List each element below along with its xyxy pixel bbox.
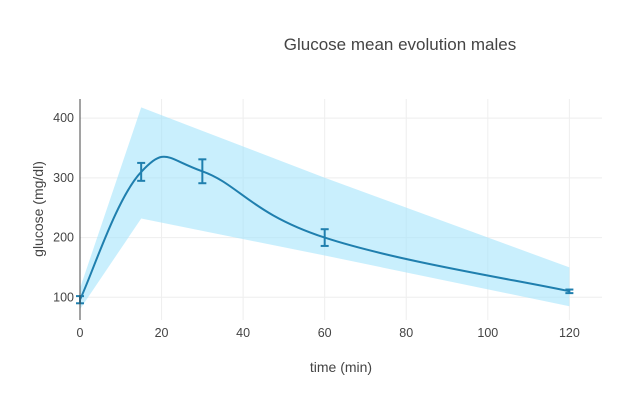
axes: 0 20 40 60 80 100 120 100 200 300 400 bbox=[53, 99, 580, 340]
y-tick-label: 400 bbox=[53, 111, 74, 125]
y-tick-label: 300 bbox=[53, 171, 74, 185]
chart-title: Glucose mean evolution males bbox=[284, 35, 516, 54]
x-tick-label: 40 bbox=[236, 326, 250, 340]
x-tick-label: 20 bbox=[155, 326, 169, 340]
y-tick-label: 200 bbox=[53, 231, 74, 245]
x-tick-label: 60 bbox=[318, 326, 332, 340]
confidence-band-layer bbox=[80, 107, 570, 310]
error-bar bbox=[198, 158, 207, 185]
y-tick-label: 100 bbox=[53, 290, 74, 304]
x-tick-label: 100 bbox=[477, 326, 498, 340]
x-tick-label: 0 bbox=[77, 326, 84, 340]
grid bbox=[80, 99, 602, 320]
error-bar bbox=[565, 288, 574, 295]
error-bar bbox=[137, 161, 146, 182]
glucose-mean-line bbox=[79, 155, 570, 301]
y-axis-label: glucose (mg/dl) bbox=[30, 161, 46, 257]
x-tick-label: 120 bbox=[559, 326, 580, 340]
x-axis-label: time (min) bbox=[310, 359, 372, 375]
error-bar bbox=[320, 228, 329, 247]
confidence-band bbox=[80, 107, 570, 310]
x-tick-label: 80 bbox=[399, 326, 413, 340]
